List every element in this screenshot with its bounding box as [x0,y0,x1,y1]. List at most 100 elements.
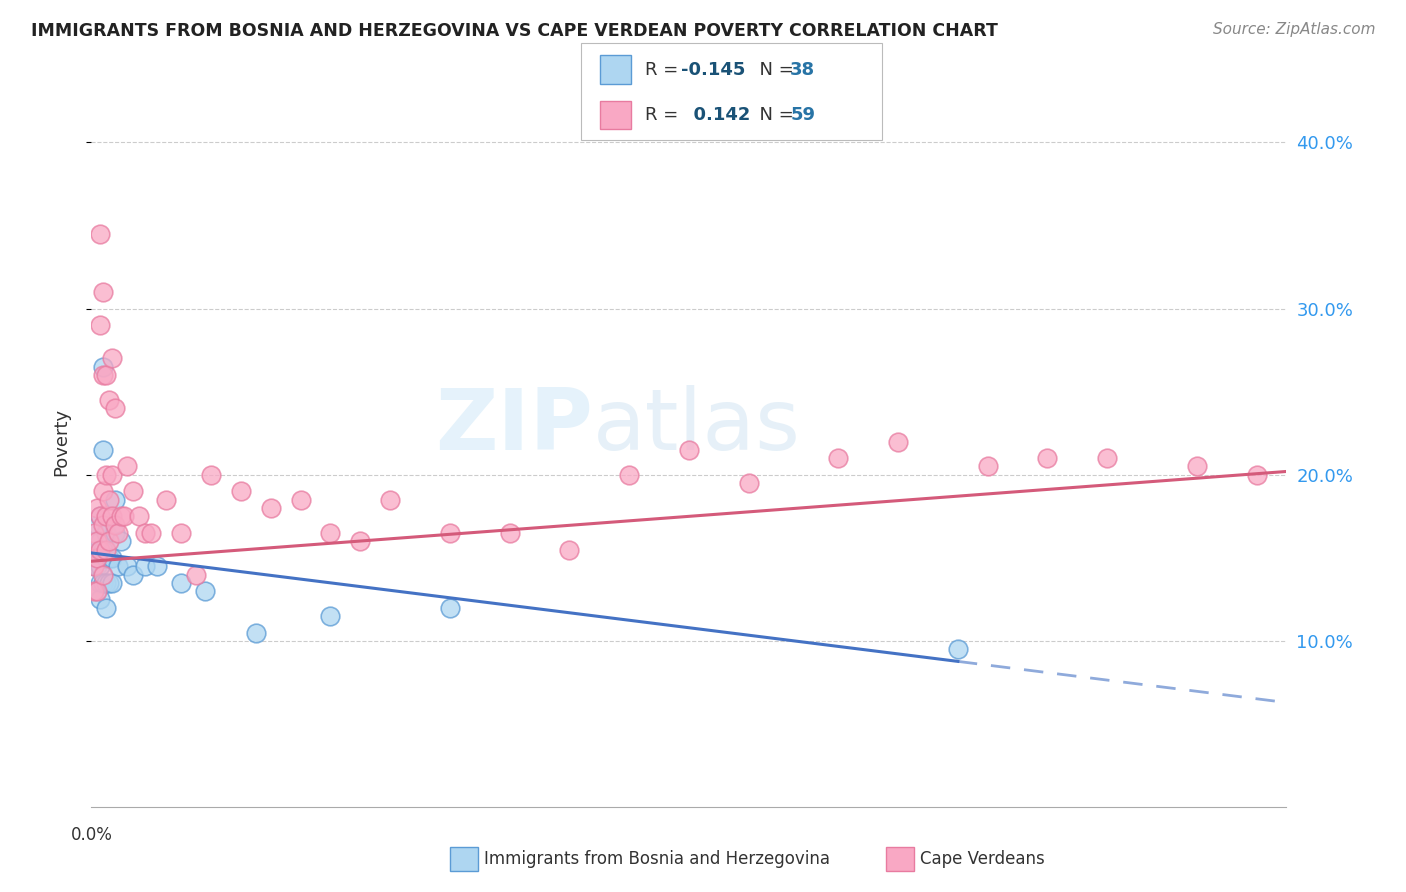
Point [93,359,115,374]
Point [96,525,118,540]
Point [93,517,115,532]
Text: ZIP: ZIP [436,385,593,468]
Text: N =: N = [748,61,800,78]
Point [86,550,108,565]
Point [887,434,910,449]
Point [170,575,193,590]
Point [107,525,129,540]
Point [93,542,115,557]
Point [93,285,115,299]
Point [194,584,217,599]
Point [170,525,193,540]
Point [83,559,105,574]
Text: atlas: atlas [593,385,801,468]
Point [122,484,145,499]
Text: IMMIGRANTS FROM BOSNIA AND HERZEGOVINA VS CAPE VERDEAN POVERTY CORRELATION CHART: IMMIGRANTS FROM BOSNIA AND HERZEGOVINA V… [31,22,998,40]
Point [107,559,129,574]
Text: 0.142: 0.142 [681,106,749,124]
Point [89,318,111,333]
Point [499,525,522,540]
Point [245,625,267,640]
Point [96,509,118,524]
Point [115,559,138,574]
Point [110,534,132,549]
Point [134,559,156,574]
Point [101,550,124,565]
Point [229,484,252,499]
Point [110,509,132,524]
Point [319,609,342,624]
Point [619,467,641,482]
Point [737,476,759,491]
Text: Cape Verdeans: Cape Verdeans [920,850,1045,868]
Point [89,227,111,241]
Point [98,492,121,507]
Point [98,392,121,407]
Point [89,509,111,524]
Point [96,467,118,482]
Point [678,442,700,457]
Point [141,525,163,540]
Point [134,525,156,540]
Point [349,534,371,549]
Point [86,542,108,557]
Point [827,451,849,466]
Point [122,567,145,582]
Point [946,642,969,657]
Text: R =: R = [645,106,685,124]
Point [259,501,281,516]
Text: 0.0%: 0.0% [70,826,112,844]
Point [104,525,127,540]
Point [1097,451,1119,466]
Point [439,525,461,540]
Point [93,484,115,499]
Point [319,525,342,540]
Point [98,534,121,549]
Point [96,575,118,590]
Point [104,492,127,507]
Point [93,567,115,582]
Point [96,550,118,565]
Point [101,575,124,590]
Point [128,509,150,524]
Point [89,592,111,607]
Point [86,534,108,549]
Y-axis label: Poverty: Poverty [52,408,70,475]
Point [115,459,138,474]
Point [86,584,108,599]
Point [558,542,581,557]
Point [89,542,111,557]
Point [89,534,111,549]
Point [439,600,461,615]
Point [98,575,121,590]
Point [96,368,118,382]
Point [101,509,124,524]
Point [1036,451,1059,466]
Point [89,542,111,557]
Point [104,517,127,532]
Point [86,517,108,532]
Point [98,550,121,565]
Text: Source: ZipAtlas.com: Source: ZipAtlas.com [1212,22,1375,37]
Point [101,351,124,366]
Point [104,401,127,416]
Text: 59: 59 [790,106,815,124]
Text: Immigrants from Bosnia and Herzegovina: Immigrants from Bosnia and Herzegovina [484,850,830,868]
Point [89,575,111,590]
Point [96,600,118,615]
Text: 38: 38 [790,61,815,78]
Point [112,509,135,524]
Point [290,492,312,507]
Point [83,525,105,540]
Point [83,559,105,574]
Point [93,442,115,457]
Point [89,559,111,574]
Point [83,584,105,599]
Point [83,542,105,557]
Point [146,559,169,574]
Point [93,368,115,382]
Point [380,492,402,507]
Point [200,467,222,482]
Point [86,501,108,516]
Point [86,559,108,574]
